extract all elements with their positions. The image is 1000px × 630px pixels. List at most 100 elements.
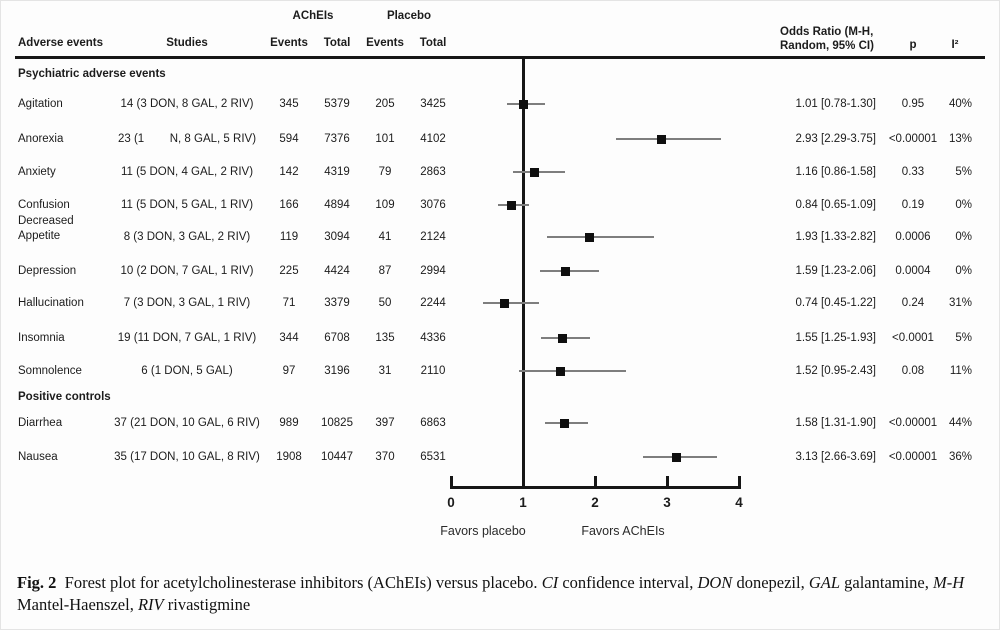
odds-ratio-header-line2: Random, 95% CI)	[780, 40, 874, 52]
favors-left-label: Favors placebo	[440, 524, 526, 538]
x-axis-tick	[665, 476, 669, 489]
cell-events-placebo: 79	[378, 166, 392, 178]
cell-studies: 19 (11 DON, 7 GAL, 1 RIV)	[117, 332, 257, 344]
cell-total-acheis: 3379	[324, 297, 350, 309]
caption-segment: confidence interval,	[558, 573, 698, 592]
x-axis-tick-label: 3	[663, 495, 671, 510]
cell-odds-ratio-ci: 1.55 [1.25-1.93]	[795, 332, 876, 344]
ci-whisker	[483, 302, 539, 304]
cell-total-placebo: 3076	[420, 199, 446, 211]
cell-odds-ratio-ci: 1.01 [0.78-1.30]	[795, 98, 876, 110]
cell-studies: 14 (3 DON, 8 GAL, 2 RIV)	[120, 98, 254, 110]
column-header-total-acheis: Total	[323, 37, 351, 49]
forest-marker	[657, 134, 667, 144]
cell-studies: 7 (3 DON, 3 GAL, 1 RIV)	[123, 297, 251, 309]
column-header-studies: Studies	[166, 37, 208, 49]
forest-marker	[555, 366, 565, 376]
cell-odds-ratio-ci: 1.93 [1.33-2.82]	[795, 231, 876, 243]
cell-events-acheis: 989	[279, 417, 299, 429]
favors-right-label: Favors AChEIs	[581, 524, 665, 538]
cell-i-squared: 0%	[955, 199, 972, 211]
row-label: Anxiety	[18, 166, 56, 178]
caption-segment: galantamine,	[840, 573, 934, 592]
caption-segment: donepezil,	[732, 573, 809, 592]
cell-total-acheis: 5379	[324, 98, 350, 110]
caption-segment: Mantel-Haenszel,	[17, 595, 138, 614]
cell-total-placebo: 2994	[420, 265, 446, 277]
cell-odds-ratio-ci: 3.13 [2.66-3.69]	[795, 451, 876, 463]
cell-events-acheis: 344	[279, 332, 299, 344]
cell-events-acheis: 594	[279, 133, 299, 145]
cell-total-placebo: 2110	[420, 365, 446, 377]
cell-i-squared: 44%	[948, 417, 972, 429]
cell-i-squared: 13%	[948, 133, 972, 145]
cell-studies: 23 (1 N, 8 GAL, 5 RIV)	[117, 133, 257, 145]
ci-whisker	[615, 138, 721, 140]
cell-odds-ratio-ci: 1.52 [0.95-2.43]	[795, 365, 876, 377]
cell-odds-ratio-ci: 1.58 [1.31-1.90]	[795, 417, 876, 429]
cell-i-squared: 0%	[955, 231, 972, 243]
column-header-events-placebo: Events	[366, 37, 404, 49]
cell-total-placebo: 2863	[420, 166, 446, 178]
cell-events-placebo: 205	[375, 98, 395, 110]
cell-i-squared: 36%	[948, 451, 972, 463]
cell-p-value: <0.00001	[888, 133, 938, 145]
cell-total-acheis: 4894	[324, 199, 350, 211]
caption-segment: M-H	[933, 573, 965, 592]
cell-i-squared: 11%	[949, 365, 972, 377]
cell-odds-ratio-ci: 1.59 [1.23-2.06]	[795, 265, 876, 277]
cell-events-placebo: 41	[378, 231, 392, 243]
cell-total-acheis: 7376	[324, 133, 350, 145]
cell-studies: 11 (5 DON, 5 GAL, 1 RIV)	[120, 199, 254, 211]
cell-events-placebo: 397	[375, 417, 395, 429]
cell-studies: 10 (2 DON, 7 GAL, 1 RIV)	[120, 265, 254, 277]
x-axis-tick	[521, 476, 525, 489]
forest-marker	[499, 298, 509, 308]
row-label: Anorexia	[18, 133, 64, 145]
cell-p-value: 0.0006	[895, 231, 931, 243]
forest-marker	[671, 452, 681, 462]
ci-whisker	[519, 370, 626, 372]
cell-p-value: 0.19	[901, 199, 925, 211]
cell-i-squared: 40%	[948, 98, 972, 110]
figure-caption: Fig. 2 Forest plot for acetylcholinester…	[17, 572, 983, 616]
caption-segment: CI	[541, 573, 559, 592]
section-header: Positive controls	[18, 391, 111, 403]
caption-segment: rivastigmine	[163, 595, 251, 614]
cell-studies: 8 (3 DON, 3 GAL, 2 RIV)	[123, 231, 251, 243]
cell-total-acheis: 10825	[321, 417, 353, 429]
cell-odds-ratio-ci: 0.74 [0.45-1.22]	[795, 297, 876, 309]
cell-p-value: 0.08	[901, 365, 925, 377]
cell-events-acheis: 97	[282, 365, 296, 377]
caption-segment: GAL	[808, 573, 840, 592]
ci-whisker	[546, 236, 655, 238]
cell-total-placebo: 6531	[420, 451, 446, 463]
cell-events-placebo: 50	[378, 297, 392, 309]
cell-odds-ratio-ci: 0.84 [0.65-1.09]	[795, 199, 876, 211]
caption-segment: Fig. 2	[17, 573, 57, 592]
cell-i-squared: 5%	[955, 332, 972, 344]
caption-segment: DON	[697, 573, 733, 592]
cell-events-acheis: 225	[279, 265, 299, 277]
cell-p-value: <0.00001	[888, 451, 938, 463]
cell-p-value: <0.00001	[888, 417, 938, 429]
row-label: Somnolence	[18, 365, 82, 377]
cell-odds-ratio-ci: 2.93 [2.29-3.75]	[795, 133, 876, 145]
row-label: Agitation	[18, 98, 63, 110]
x-axis-tick-label: 4	[735, 495, 743, 510]
group-header-acheis: AChEIs	[292, 10, 334, 22]
cell-total-acheis: 3094	[324, 231, 350, 243]
cell-events-placebo: 109	[375, 199, 395, 211]
x-axis-tick-label: 1	[519, 495, 527, 510]
cell-events-acheis: 166	[279, 199, 299, 211]
cell-total-placebo: 6863	[420, 417, 446, 429]
column-header-i2: I²	[951, 39, 959, 51]
x-axis-tick	[593, 476, 597, 489]
cell-p-value: 0.0004	[895, 265, 931, 277]
cell-i-squared: 0%	[955, 265, 972, 277]
forest-marker	[560, 418, 570, 428]
cell-events-placebo: 101	[375, 133, 395, 145]
x-axis-tick-label: 2	[591, 495, 599, 510]
header-rule	[15, 56, 985, 59]
cell-events-placebo: 370	[375, 451, 395, 463]
